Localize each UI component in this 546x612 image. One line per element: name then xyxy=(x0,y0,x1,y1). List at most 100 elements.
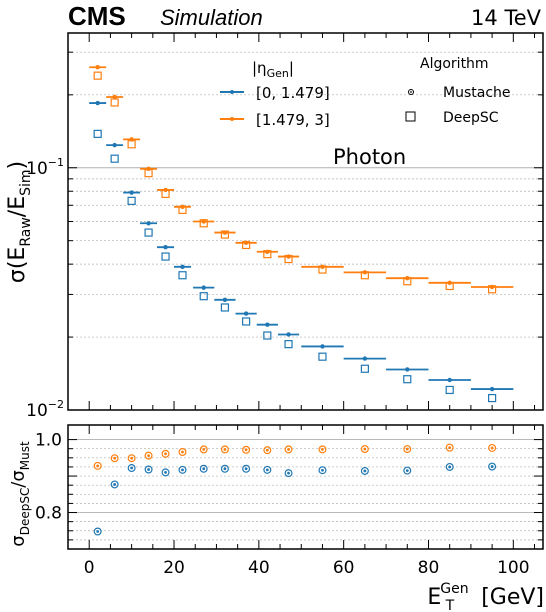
main-point-dot xyxy=(265,322,270,327)
main-point-square xyxy=(284,254,293,264)
main-point-square xyxy=(360,364,369,373)
main-point-square xyxy=(445,385,454,395)
legend-barrel-dot-icon xyxy=(230,90,234,94)
legend-endcap-dot-icon xyxy=(230,117,234,121)
cms-label: CMS xyxy=(68,1,126,31)
ratio-point-ring xyxy=(220,464,229,473)
ratio-y-tick-label: 0.8 xyxy=(35,504,62,524)
ratio-point-center xyxy=(223,448,227,451)
ratio-point-ring xyxy=(199,445,208,454)
legend-algorithm-title: Algorithm xyxy=(420,56,489,72)
ratio-point-ring xyxy=(178,465,187,474)
ratio-point-center xyxy=(113,456,117,460)
main-plot-frame xyxy=(67,32,544,411)
ratio-point-ring xyxy=(127,464,136,473)
ratio-point-ring xyxy=(445,443,454,452)
ratio-point-center xyxy=(405,447,409,451)
ratio-point-center xyxy=(202,467,206,471)
main-point-dot xyxy=(180,264,185,270)
ratio-y-tick-label: 1.0 xyxy=(35,431,62,451)
deepsc-marker-icon xyxy=(405,111,416,122)
legend-entry-barrel: [0, 1.479] xyxy=(220,84,330,102)
main-y-axis-label: σ(ERaw/ESim) xyxy=(5,161,34,283)
ratio-point-center xyxy=(265,448,269,452)
main-point-dot xyxy=(362,356,368,361)
main-point-square xyxy=(161,252,170,261)
ratio-plot-area xyxy=(93,443,497,536)
main-point-dot xyxy=(489,386,495,392)
main-point-square xyxy=(93,71,102,80)
main-point-square xyxy=(199,219,208,228)
ratio-point-center xyxy=(164,452,167,456)
ratio-point-center xyxy=(287,448,290,451)
ratio-point-center xyxy=(147,468,150,471)
main-point-square xyxy=(110,98,119,107)
ratio-point-center xyxy=(490,446,494,450)
main-point-square xyxy=(242,240,251,250)
energy-label: 14 TeV xyxy=(471,6,542,30)
main-point-dot xyxy=(129,190,134,195)
main-point-square xyxy=(220,303,230,312)
ratio-point-center xyxy=(363,469,367,473)
main-point-square xyxy=(488,285,497,294)
main-point-dot xyxy=(95,100,100,106)
ratio-point-center xyxy=(96,530,100,533)
ratio-point-center xyxy=(287,471,290,475)
x-tick-label: 100 xyxy=(497,558,529,578)
main-point-square xyxy=(144,169,153,178)
ratio-point-center xyxy=(244,467,248,471)
main-point-dot xyxy=(112,94,117,100)
ratio-plot-frame xyxy=(67,424,544,550)
main-point-square xyxy=(161,189,170,198)
main-point-dot xyxy=(405,367,410,372)
ratio-point-ring xyxy=(144,451,153,460)
main-plot-area xyxy=(89,65,514,403)
ratio-point-ring xyxy=(263,446,272,455)
main-point-square xyxy=(199,292,208,301)
main-point-square xyxy=(178,271,187,280)
x-axis-label: EGen T [GeV] xyxy=(427,581,544,612)
photon-annotation: Photon xyxy=(333,145,406,169)
ratio-point-center xyxy=(147,454,150,458)
main-point-dot xyxy=(447,377,452,383)
main-point-square xyxy=(318,352,327,361)
ratio-point-center xyxy=(181,468,184,472)
ratio-point-ring xyxy=(318,445,327,454)
legend-eta-title: |ηGen| xyxy=(252,59,294,80)
ratio-point-center xyxy=(202,448,206,451)
legend-entry-mustache: Mustache xyxy=(408,85,511,101)
main-point-dot xyxy=(286,332,291,337)
main-point-dot xyxy=(201,219,206,224)
main-point-dot xyxy=(146,166,151,172)
main-y-tick-label: 10−1 xyxy=(26,156,64,179)
ratio-point-ring xyxy=(110,454,119,463)
ratio-point-ring xyxy=(488,443,497,452)
main-gridlines xyxy=(68,51,543,411)
legend-mustache-label: Mustache xyxy=(443,85,511,101)
main-y-tick-label: 10−2 xyxy=(26,398,64,421)
main-point-square xyxy=(93,129,102,138)
ratio-point-ring xyxy=(360,445,369,454)
ratio-point-ring xyxy=(220,445,229,454)
ratio-point-center xyxy=(223,467,227,471)
main-point-square xyxy=(263,331,272,340)
main-point-square xyxy=(242,317,251,326)
ratio-point-center xyxy=(448,465,452,469)
ratio-point-ring xyxy=(161,449,170,458)
main-point-dot xyxy=(146,221,151,226)
main-point-square xyxy=(403,277,412,286)
ratio-point-ring xyxy=(93,527,102,536)
main-point-dot xyxy=(112,142,117,148)
main-point-dot xyxy=(222,297,228,303)
ratio-point-ring xyxy=(284,469,293,478)
ratio-point-ring xyxy=(161,468,170,477)
ratio-point-ring xyxy=(178,447,187,456)
main-point-dot xyxy=(95,65,100,70)
ratio-point-ring xyxy=(318,466,327,475)
ratio-point-ring xyxy=(199,464,208,473)
ratio-point-ring xyxy=(144,465,153,474)
main-point-square xyxy=(318,265,327,274)
x-tick-label: 0 xyxy=(84,558,95,578)
legend: |ηGen| [0, 1.479] [1.479, 3] Algorithm M… xyxy=(220,56,511,129)
